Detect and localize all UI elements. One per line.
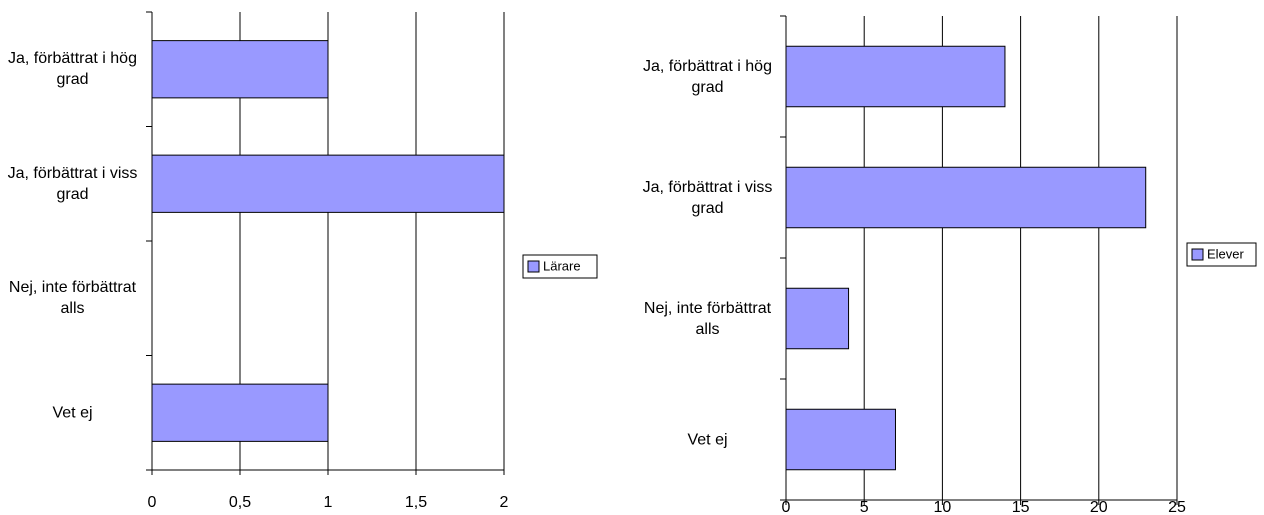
y-tick-label: Ja, förbättrat i viss grad bbox=[7, 164, 138, 203]
x-tick-label: 0 bbox=[782, 499, 791, 515]
x-tick-label: 1,5 bbox=[405, 494, 427, 511]
y-tick-label: Vet ej bbox=[52, 404, 93, 422]
bar bbox=[785, 287, 850, 350]
bar bbox=[785, 408, 896, 471]
legend-box bbox=[522, 254, 598, 279]
bar bbox=[151, 40, 329, 99]
x-tick-label: 5 bbox=[860, 499, 869, 515]
x-tick-label: 15 bbox=[1012, 499, 1030, 515]
y-tick-label: Nej, inte förbättrat alls bbox=[8, 279, 137, 318]
x-tick-label: 2 bbox=[500, 494, 509, 511]
x-tick-label: 0,5 bbox=[229, 494, 251, 511]
y-tick-label: Ja, förbättrat i hög grad bbox=[8, 50, 137, 89]
legend-swatch bbox=[1191, 248, 1204, 261]
legend-box bbox=[1186, 242, 1257, 267]
x-tick-label: 20 bbox=[1090, 499, 1108, 515]
y-tick-label: Nej, inte förbättrat alls bbox=[643, 299, 772, 338]
x-tick-label: 25 bbox=[1168, 499, 1186, 515]
x-tick-label: 10 bbox=[934, 499, 952, 515]
x-tick-label: 1 bbox=[324, 494, 333, 511]
legend-label: Lärare bbox=[543, 258, 581, 273]
x-tick-label: 0 bbox=[148, 494, 157, 511]
y-tick-label: Ja, förbättrat i hög grad bbox=[643, 57, 772, 96]
bar bbox=[785, 166, 1147, 229]
legend-label: Elever bbox=[1207, 246, 1245, 261]
legend-swatch bbox=[527, 260, 540, 273]
y-tick-label: Vet ej bbox=[687, 431, 728, 448]
y-tick-label: Ja, förbättrat i viss grad bbox=[642, 178, 773, 217]
bar bbox=[785, 45, 1006, 108]
bar bbox=[151, 383, 329, 442]
bar bbox=[151, 154, 505, 213]
